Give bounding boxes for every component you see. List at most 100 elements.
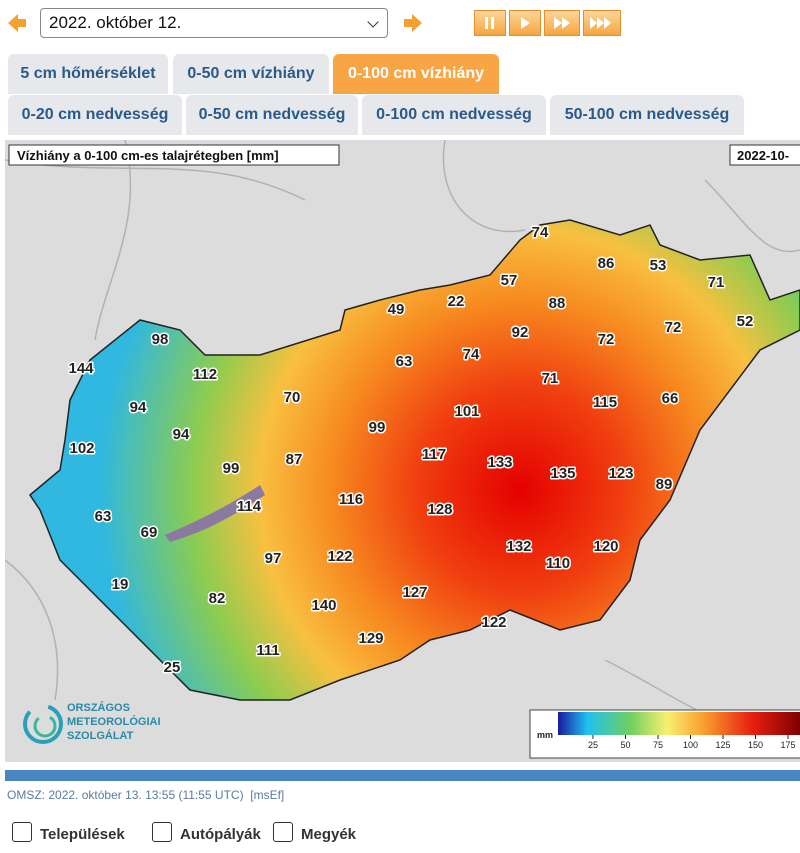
checkbox[interactable]: Autópályák [152,822,261,843]
tab[interactable]: 0-50 cm vízhiány [173,54,329,94]
map-value: 127 [402,584,427,601]
checkbox[interactable]: Települések [12,822,125,843]
map-value: 115 [593,394,617,411]
map-value: 71 [708,274,725,291]
checkbox[interactable]: Megyék [273,822,356,843]
next-day[interactable] [402,12,424,34]
map-value: 52 [737,313,754,330]
legend-tick-label: 25 [588,740,598,750]
tab[interactable]: 0-100 cm nedvesség [362,95,546,135]
legend-tick-label: 100 [683,740,698,750]
prev-day[interactable] [6,12,28,34]
checkbox-box[interactable] [12,822,32,842]
map-value: 94 [130,399,147,416]
map-value: 101 [454,403,479,420]
map-value: 72 [598,331,615,348]
tab[interactable]: 5 cm hőmérséklet [8,54,168,94]
pause-button[interactable] [474,10,506,36]
legend-tick-label: 75 [653,740,663,750]
legend-scale [558,712,800,735]
logo-text: SZOLGÁLAT [67,729,134,742]
map-value: 63 [396,353,413,370]
map-value: 69 [141,524,158,541]
footer-source: OMSZ: [7,788,45,802]
map-value: 25 [164,659,181,676]
legend-tick-label: 150 [748,740,763,750]
play-button[interactable] [509,10,541,36]
map-value: 116 [339,491,363,508]
country [29,219,800,701]
checkbox-box[interactable] [273,822,293,842]
map-value: 110 [546,555,570,572]
fastest-button[interactable] [583,10,621,36]
logo [23,704,63,744]
footer: OMSZ: 2022. október 13. 13:55 (11:55 UTC… [7,788,284,802]
map-value: 92 [512,324,529,341]
map: Vízhiány a 0-100 cm-es talajrétegben [mm… [5,140,800,762]
map-value: 111 [256,642,279,659]
map-date: 2022-10- [737,148,789,163]
map-value: 82 [209,590,226,607]
map-value: 72 [665,319,682,336]
legend-tick-label: 50 [620,740,630,750]
map-svg: Vízhiány a 0-100 cm-es talajrétegben [mm… [5,140,800,762]
legend-unit: mm [537,730,553,740]
map-date-box [729,144,800,166]
map-value: 117 [422,446,446,463]
tab[interactable]: 0-50 cm nedvesség [186,95,358,135]
checkbox-label[interactable]: Autópályák [180,826,261,843]
map-value: 88 [549,295,566,312]
map-value: 102 [69,440,94,457]
footer-timestamp: 2022. október 13. 13:55 (11:55 UTC) [48,788,244,802]
checkbox-box[interactable] [152,822,172,842]
map-value: 99 [369,419,386,436]
map-value: 120 [593,538,618,555]
lake [165,485,265,542]
map-value: 140 [311,597,336,614]
checkbox-label[interactable]: Megyék [301,826,357,843]
map-value: 129 [358,630,383,647]
fast-button[interactable] [544,10,580,36]
map-value: 112 [193,366,217,383]
map-value: 122 [481,614,506,631]
map-value: 53 [650,257,667,274]
map-value: 144 [68,360,94,377]
map-title-box [8,144,340,166]
tab[interactable]: 0-20 cm nedvesség [8,95,182,135]
map-value: 57 [501,272,518,289]
tab[interactable]: 50-100 cm nedvesség [550,95,744,135]
tab[interactable]: 0-100 cm vízhiány [333,54,499,94]
map-value: 86 [598,255,615,272]
legend-tick-label: 175 [780,740,795,750]
map-value: 97 [265,550,282,567]
map-title: Vízhiány a 0-100 cm-es talajrétegben [mm… [17,148,279,163]
map-value: 122 [327,548,352,565]
map-value: 74 [463,346,480,363]
logo-text: METEOROLÓGIAI [67,715,161,728]
map-value: 89 [656,476,673,493]
legend-tick-label: 125 [715,740,730,750]
map-value: 123 [608,465,633,482]
map-value: 66 [662,390,679,407]
map-value: 98 [152,331,169,348]
map-value: 71 [542,370,559,387]
map-value: 99 [223,460,240,477]
map-value: 63 [95,508,112,525]
map-value: 49 [388,301,405,318]
map-value: 87 [286,451,303,468]
footer-tag: [msEf] [250,788,285,802]
map-value: 94 [173,426,190,443]
date-select[interactable]: 2022. október 12. [40,8,388,38]
border-lines [5,140,800,733]
map-value: 19 [112,576,129,593]
checkbox-label[interactable]: Települések [40,826,125,843]
map-value: 132 [506,538,531,555]
logo-text: ORSZÁGOS [67,701,130,714]
map-value: 135 [550,465,575,482]
map-value: 70 [284,389,301,406]
map-value: 128 [427,501,452,518]
map-value: 74 [532,224,549,241]
divider [5,770,800,781]
map-value: 133 [487,454,512,471]
